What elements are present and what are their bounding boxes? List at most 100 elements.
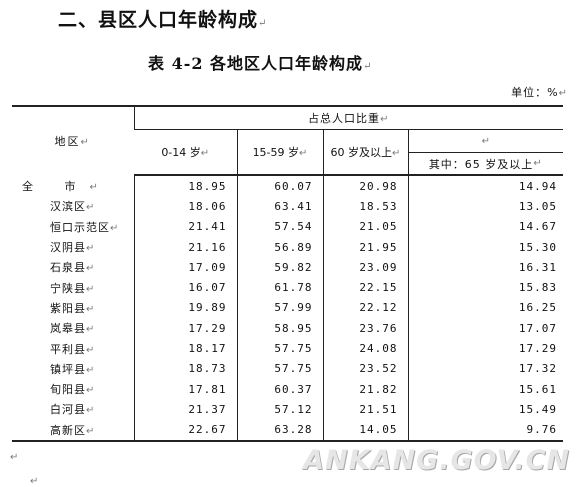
paragraph-mark: ↵ — [86, 243, 96, 255]
value-0-14: 16.07 — [133, 277, 237, 298]
paragraph-mark: ↵ — [558, 88, 568, 99]
paragraph-mark: ↵ — [110, 222, 120, 234]
value-60-plus: 20.98 — [322, 175, 408, 197]
region-name-text: 白河县 — [50, 403, 86, 417]
table-row: 旬阳县↵ 17.81 60.37 21.82 15.61 — [12, 378, 564, 400]
value-65-plus: 17.07 — [407, 318, 564, 339]
watermark: ANKANG.GOV.CN — [303, 445, 570, 476]
region-name-text: 岚皋县 — [50, 322, 86, 336]
value-0-14: 19.89 — [133, 297, 237, 319]
value-15-59: 63.41 — [236, 196, 323, 217]
section-heading-text: 二、县区人口年龄构成 — [58, 9, 259, 31]
region-name-text: 高新区 — [50, 423, 86, 437]
table-row: 岚皋县↵ 17.29 58.95 23.76 17.07 — [12, 318, 564, 339]
value-15-59: 61.78 — [236, 277, 323, 298]
region-name-text: 恒口示范区 — [50, 220, 110, 234]
header-age-65-plus: ↵ 其中：65 岁及以上 ↵ — [407, 129, 564, 176]
paragraph-mark: ↵ — [86, 303, 96, 315]
value-15-59: 59.82 — [236, 257, 323, 278]
paragraph-mark: ↵ — [86, 344, 96, 356]
paragraph-mark: ↵ — [86, 425, 96, 437]
value-0-14: 17.81 — [133, 378, 237, 400]
value-60-plus: 21.51 — [322, 399, 408, 420]
region-name-text: 汉阴县 — [50, 241, 86, 255]
section-heading: 二、县区人口年龄构成↵ — [58, 5, 267, 32]
unit-note-text: 单位：% — [511, 86, 559, 99]
value-0-14: 21.37 — [133, 399, 237, 420]
value-15-59: 57.75 — [236, 338, 323, 359]
header-region: 地区↵ — [12, 106, 134, 175]
paragraph-mark: ↵ — [363, 61, 373, 72]
value-0-14: 21.41 — [133, 216, 237, 237]
region-name: 石泉县↵ — [12, 257, 134, 277]
value-15-59: 60.07 — [236, 175, 323, 197]
paragraph-mark: ↵ — [481, 135, 490, 147]
paragraph-mark: ↵ — [86, 364, 96, 376]
region-name: 高新区↵ — [12, 419, 134, 442]
value-60-plus: 22.15 — [322, 277, 408, 298]
paragraph-mark: ↵ — [299, 148, 308, 159]
paragraph-mark: ↵ — [86, 405, 96, 417]
header-group: 占总人口比重↵ — [133, 106, 564, 130]
header-age-60-plus-label: 60 岁及以上 — [330, 146, 393, 159]
region-name: 平利县↵ — [12, 338, 134, 358]
paragraph-mark: ↵ — [86, 263, 96, 275]
table-row: 汉阴县↵ 21.16 56.89 21.95 15.30 — [12, 236, 564, 258]
header-age-65-plus-label: 其中：65 岁及以上 — [428, 157, 534, 171]
table-title: 表 4-2 各地区人口年龄构成↵ — [148, 50, 372, 74]
value-15-59: 57.99 — [236, 297, 323, 319]
paragraph-mark: ↵ — [200, 148, 210, 159]
value-65-plus: 15.30 — [407, 236, 564, 258]
table-row: 宁陕县↵ 16.07 61.78 22.15 15.83 — [12, 277, 564, 298]
region-name: 紫阳县↵ — [12, 298, 134, 318]
table-body: 全 市↵ 18.95 60.07 20.98 14.94 汉滨区↵ 18.06 … — [12, 175, 564, 442]
value-0-14: 18.17 — [133, 338, 237, 359]
paragraph-mark: ↵ — [86, 385, 96, 397]
paragraph-mark: ↵ — [533, 158, 543, 169]
header-age-15-59: 15-59 岁↵ — [236, 129, 323, 176]
region-name-text: 汉滨区 — [50, 200, 86, 214]
value-15-59: 57.75 — [236, 358, 323, 379]
region-name: 全 市↵ — [12, 175, 134, 196]
value-60-plus: 21.82 — [322, 378, 408, 400]
paragraph-mark: ↵ — [86, 202, 96, 214]
region-name-text: 旬阳县 — [50, 383, 86, 397]
value-15-59: 57.54 — [236, 216, 323, 237]
value-0-14: 17.09 — [133, 257, 237, 278]
value-0-14: 18.06 — [133, 196, 237, 217]
paragraph-mark: ↵ — [380, 114, 390, 125]
value-60-plus: 23.52 — [322, 358, 408, 379]
value-15-59: 56.89 — [236, 236, 323, 258]
region-name-text: 全 市 — [22, 179, 90, 193]
region-name: 宁陕县↵ — [12, 277, 134, 297]
population-age-table: 地区↵ 占总人口比重↵ 0-14 岁↵ 15-59 岁↵ 60 岁及以上↵ ↵ … — [12, 105, 564, 442]
region-name: 镇坪县↵ — [12, 359, 134, 379]
value-15-59: 58.95 — [236, 318, 323, 339]
region-name-text: 宁陕县 — [50, 281, 86, 295]
table-title-text: 表 4-2 各地区人口年龄构成 — [148, 54, 364, 73]
value-65-plus: 16.25 — [407, 297, 564, 319]
table-row: 镇坪县↵ 18.73 57.75 23.52 17.32 — [12, 358, 564, 379]
header-group-label: 占总人口比重 — [308, 112, 381, 125]
header-age-60-plus: 60 岁及以上↵ — [322, 129, 408, 176]
paragraph-mark: ↵ — [258, 18, 268, 29]
paragraph-mark: ↵ — [392, 148, 401, 159]
value-65-plus: 15.49 — [407, 399, 564, 420]
paragraph-mark: ↵ — [10, 452, 19, 463]
header-age-0-14-label: 0-14 岁 — [161, 146, 201, 159]
unit-note: 单位：%↵ — [511, 84, 568, 100]
value-65-plus: 17.32 — [407, 358, 564, 379]
region-name: 汉阴县↵ — [12, 237, 134, 257]
region-name: 旬阳县↵ — [12, 379, 134, 399]
value-65-plus: 13.05 — [407, 196, 564, 217]
region-name-text: 紫阳县 — [50, 301, 86, 315]
paragraph-mark: ↵ — [86, 324, 96, 336]
region-name-text: 石泉县 — [50, 261, 86, 275]
table-row: 白河县↵ 21.37 57.12 21.51 15.49 — [12, 399, 564, 420]
region-name: 岚皋县↵ — [12, 318, 134, 338]
table-row: 紫阳县↵ 19.89 57.99 22.12 16.25 — [12, 297, 564, 319]
header-region-label: 地区 — [54, 135, 81, 148]
paragraph-mark: ↵ — [30, 476, 39, 487]
region-name-text: 镇坪县 — [50, 362, 86, 376]
value-65-plus: 15.61 — [407, 378, 564, 400]
